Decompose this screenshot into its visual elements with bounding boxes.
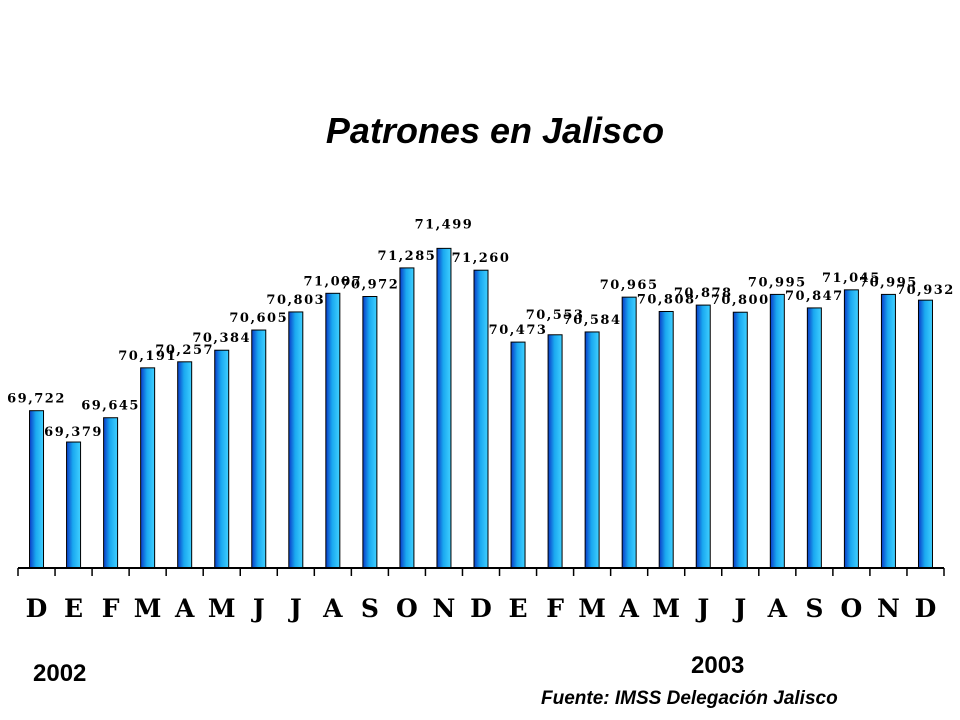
bar (66, 441, 82, 569)
bar (362, 296, 378, 569)
bar-value-label: 70,972 (340, 278, 399, 293)
x-tick-label: O (841, 594, 863, 623)
bar-value-label: 71,045 (822, 271, 881, 286)
bar (325, 292, 341, 569)
bar-value-label: 70,995 (859, 275, 918, 290)
bar-value-label: 71,260 (452, 251, 511, 266)
bar (140, 367, 156, 569)
bar-value-label: 69,379 (44, 425, 103, 440)
bar-value-label: 70,800 (711, 293, 770, 308)
x-tick-label: J (288, 594, 302, 623)
bar-value-label: 69,722 (7, 392, 66, 407)
x-tick-label: N (433, 594, 456, 623)
bar-value-label: 70,384 (192, 331, 251, 346)
bar (251, 329, 267, 569)
x-tick-label: M (208, 594, 236, 623)
x-tick-label: M (652, 594, 680, 623)
bar-value-label: 70,932 (896, 283, 955, 298)
bar (732, 311, 748, 569)
bar (806, 307, 822, 569)
x-tick-label: S (805, 594, 823, 623)
bar (288, 311, 304, 569)
source-note: Fuente: IMSS Delegación Jalisco (541, 688, 838, 709)
x-tick-label: J (732, 594, 746, 623)
bar (177, 361, 193, 569)
bar-value-label: 70,965 (600, 278, 659, 293)
bars-layer (29, 247, 933, 569)
bar (584, 331, 600, 569)
bar-value-label: 70,847 (785, 289, 844, 304)
x-tick-label: E (64, 594, 83, 623)
x-tick-label: E (509, 594, 528, 623)
bar (214, 349, 230, 569)
bar-value-label: 70,473 (489, 323, 548, 338)
bar (695, 304, 711, 569)
year-label-2003: 2003 (691, 652, 745, 679)
x-tick-label: M (578, 594, 606, 623)
x-tick-label: D (915, 594, 937, 623)
bar-value-label: 71,285 (378, 249, 437, 264)
x-tick-label: N (877, 594, 900, 623)
bar-value-label: 70,808 (637, 292, 696, 307)
chart-title: Patrones en Jalisco (325, 110, 665, 151)
bar (473, 269, 489, 569)
bar-value-label: 70,584 (563, 313, 622, 328)
bar-value-label: 69,645 (81, 399, 140, 414)
bar (880, 293, 896, 569)
x-tick-label: M (134, 594, 162, 623)
bar-value-label: 70,553 (526, 308, 585, 323)
x-tick-label: F (546, 594, 564, 623)
x-tick-label: A (174, 594, 195, 623)
bar-value-label: 70,191 (118, 349, 177, 364)
bar-value-label: 70,605 (229, 311, 288, 326)
x-tick-label: A (767, 594, 788, 623)
bar (658, 310, 674, 569)
bar-value-label: 70,257 (155, 343, 214, 358)
x-tick-label: J (251, 594, 265, 623)
bar-value-label: 71,007 (303, 274, 362, 289)
bar (103, 417, 119, 569)
bar (917, 299, 933, 569)
x-tick-label: S (361, 594, 379, 623)
bar (621, 296, 637, 569)
bar (29, 410, 45, 569)
bar-value-label: 70,878 (674, 286, 733, 301)
bar (436, 247, 452, 569)
x-axis (17, 567, 945, 576)
x-tick-label: J (695, 594, 709, 623)
bar-value-label: 70,803 (266, 293, 325, 308)
bar (399, 267, 415, 569)
x-tick-label: D (470, 594, 492, 623)
x-tick-label: A (618, 594, 639, 623)
x-tick-label: A (322, 594, 343, 623)
x-tick-label: D (26, 594, 48, 623)
bar (769, 293, 785, 569)
bar (843, 289, 859, 569)
x-tick-label: O (396, 594, 418, 623)
year-label-2002: 2002 (33, 660, 87, 687)
bar (547, 334, 563, 569)
bar-value-label: 71,499 (415, 217, 474, 232)
bar (510, 341, 526, 569)
x-tick-label: F (102, 594, 120, 623)
bar-value-label: 70,995 (748, 275, 807, 290)
